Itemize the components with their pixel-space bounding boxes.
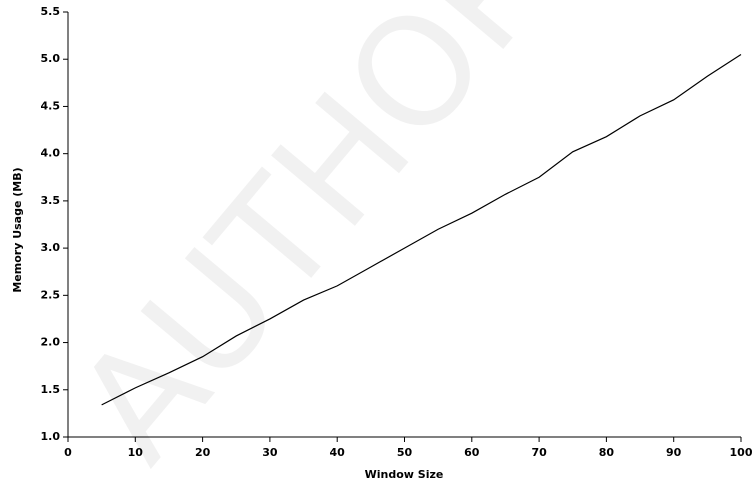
line-series xyxy=(101,53,742,406)
x-tick-label: 30 xyxy=(262,446,278,459)
y-tick-label: 3.0 xyxy=(41,241,61,254)
y-tick-label: 4.5 xyxy=(41,99,61,112)
x-tick-label: 50 xyxy=(397,446,413,459)
y-tick-label: 5.5 xyxy=(41,5,61,18)
x-tick-label: 40 xyxy=(330,446,346,459)
y-axis-label: Memory Usage (MB) xyxy=(11,167,24,292)
x-axis-label: Window Size xyxy=(365,468,444,481)
x-tick-label: 0 xyxy=(64,446,72,459)
x-tick-label: 20 xyxy=(195,446,211,459)
y-tick-label: 4.0 xyxy=(41,147,61,160)
y-tick-label: 2.5 xyxy=(41,288,61,301)
x-tick-label: 10 xyxy=(128,446,144,459)
y-tick-label: 3.5 xyxy=(41,194,61,207)
x-tick-label: 90 xyxy=(666,446,682,459)
x-tick-label: 80 xyxy=(599,446,615,459)
y-tick-label: 2.0 xyxy=(41,336,61,349)
y-tick-label: 5.0 xyxy=(41,52,61,65)
x-tick-label: 70 xyxy=(531,446,547,459)
x-tick-label: 60 xyxy=(464,446,480,459)
watermark: AUTHOR CO xyxy=(44,0,752,484)
y-tick-label: 1.0 xyxy=(41,430,61,443)
x-tick-label: 100 xyxy=(730,446,752,459)
y-tick-label: 1.5 xyxy=(41,383,61,396)
